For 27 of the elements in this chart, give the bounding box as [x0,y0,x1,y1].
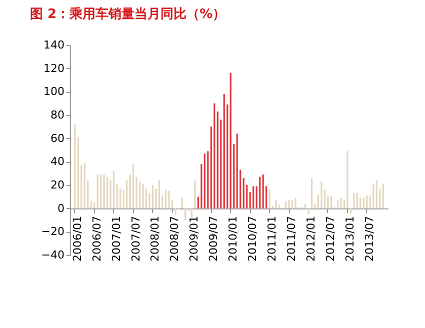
x-tick-label: 2013/01 [343,216,356,262]
x-tick-label: 2009/01 [188,216,201,262]
x-tick-label: 2010/07 [246,216,260,262]
x-tick-label: 2011/07 [285,216,298,262]
x-tick-label: 2008/01 [148,216,162,262]
x-tick-label: 2007/01 [110,216,123,262]
x-tick-label: 2010/01 [226,216,240,262]
x-tick-label: 2006/01 [70,216,84,262]
x-tick-label: 2006/07 [90,216,104,262]
x-tick-label: 2012/07 [324,216,337,262]
y-tick-label: 40 [50,155,64,168]
x-tick-label: 2012/01 [304,216,318,262]
y-tick-label: −20 [41,225,64,238]
chart-title: 图 2：乘用车销量当月同比（%） [30,6,226,22]
y-tick-label: −40 [41,248,64,262]
y-tick-label: 80 [50,108,64,122]
x-tick-label: 2009/07 [207,216,220,262]
x-tick-label: 2008/07 [168,216,182,262]
y-tick-label: 120 [44,62,64,75]
x-tick-label: 2013/07 [362,216,376,262]
x-tick-label: 2011/01 [266,216,279,262]
y-tick-label: 140 [44,38,64,52]
x-tick-label: 2007/07 [129,216,142,262]
y-tick-label: 20 [50,178,64,192]
y-tick-label: 60 [50,132,64,145]
y-tick-label: 100 [44,85,64,98]
y-tick-label: 0 [58,202,64,215]
